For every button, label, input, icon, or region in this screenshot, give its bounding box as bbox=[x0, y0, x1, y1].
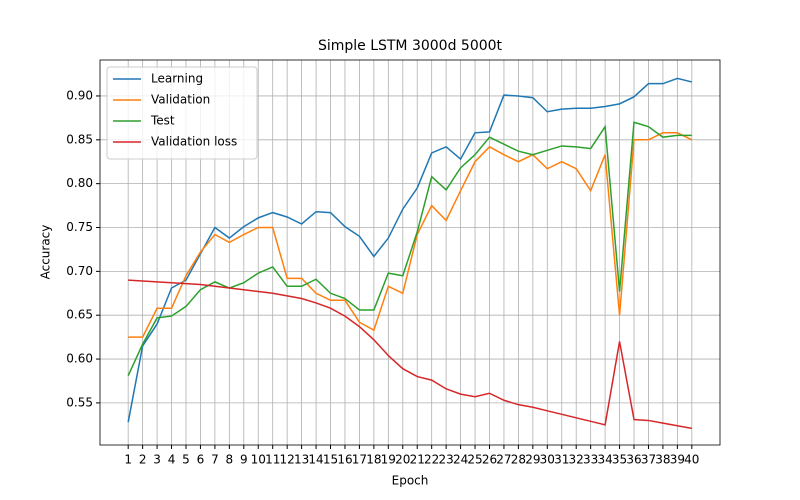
x-tick-label: 38 bbox=[655, 453, 670, 467]
y-tick-label: 0.80 bbox=[66, 176, 93, 190]
x-tick-label: 24 bbox=[453, 453, 468, 467]
x-tick-label: 20 bbox=[395, 453, 410, 467]
legend-label: Test bbox=[150, 114, 175, 128]
chart-title: Simple LSTM 3000d 5000t bbox=[318, 38, 503, 54]
x-tick-label: 11 bbox=[265, 453, 280, 467]
y-tick-label: 0.85 bbox=[66, 132, 93, 146]
x-tick-label: 14 bbox=[308, 453, 323, 467]
y-tick-label: 0.65 bbox=[66, 308, 93, 322]
x-tick-label: 17 bbox=[352, 453, 367, 467]
x-tick-label: 33 bbox=[583, 453, 598, 467]
x-tick-label: 36 bbox=[626, 453, 641, 467]
x-tick-label: 30 bbox=[540, 453, 555, 467]
x-tick-label: 31 bbox=[554, 453, 569, 467]
x-tick-label: 19 bbox=[381, 453, 396, 467]
x-tick-label: 21 bbox=[410, 453, 425, 467]
x-tick-label: 39 bbox=[670, 453, 685, 467]
x-tick-label: 9 bbox=[240, 453, 248, 467]
x-tick-label: 40 bbox=[684, 453, 699, 467]
x-tick-label: 27 bbox=[496, 453, 511, 467]
x-tick-label: 3 bbox=[153, 453, 161, 467]
x-tick-label: 22 bbox=[424, 453, 439, 467]
x-tick-label: 25 bbox=[467, 453, 482, 467]
x-tick-label: 37 bbox=[641, 453, 656, 467]
x-tick-label: 4 bbox=[168, 453, 176, 467]
x-axis-label: Epoch bbox=[392, 474, 429, 488]
x-tick-label: 15 bbox=[323, 453, 338, 467]
x-tick-label: 18 bbox=[366, 453, 381, 467]
y-tick-label: 0.60 bbox=[66, 352, 93, 366]
plot-frame bbox=[99, 59, 721, 446]
legend-label: Validation loss bbox=[151, 135, 237, 149]
x-tick-label: 1 bbox=[124, 453, 132, 467]
legend-box bbox=[106, 66, 258, 160]
line-series bbox=[127, 121, 692, 377]
x-tick-label: 23 bbox=[438, 453, 453, 467]
y-tick-label: 0.70 bbox=[66, 264, 93, 278]
x-tick-label: 32 bbox=[569, 453, 584, 467]
y-tick-label: 0.75 bbox=[66, 220, 93, 234]
y-axis-label: Accuracy bbox=[39, 225, 53, 280]
legend-label: Validation bbox=[151, 93, 210, 107]
line-series bbox=[128, 279, 692, 430]
x-tick-label: 5 bbox=[182, 453, 190, 467]
y-tick-label: 0.55 bbox=[66, 395, 93, 409]
x-tick-label: 34 bbox=[597, 453, 612, 467]
x-tick-label: 10 bbox=[251, 453, 266, 467]
x-tick-label: 7 bbox=[211, 453, 219, 467]
x-tick-label: 16 bbox=[337, 453, 352, 467]
x-tick-label: 12 bbox=[280, 453, 295, 467]
legend-label: Learning bbox=[151, 72, 203, 86]
line-series bbox=[128, 132, 693, 338]
line-series bbox=[127, 77, 692, 423]
x-tick-label: 35 bbox=[612, 453, 627, 467]
x-tick-label: 28 bbox=[511, 453, 526, 467]
x-tick-label: 2 bbox=[139, 453, 147, 467]
x-tick-label: 13 bbox=[294, 453, 309, 467]
x-tick-label: 6 bbox=[197, 453, 205, 467]
x-tick-label: 29 bbox=[525, 453, 540, 467]
x-tick-label: 8 bbox=[226, 453, 234, 467]
x-tick-label: 26 bbox=[482, 453, 497, 467]
y-tick-label: 0.90 bbox=[66, 88, 93, 102]
